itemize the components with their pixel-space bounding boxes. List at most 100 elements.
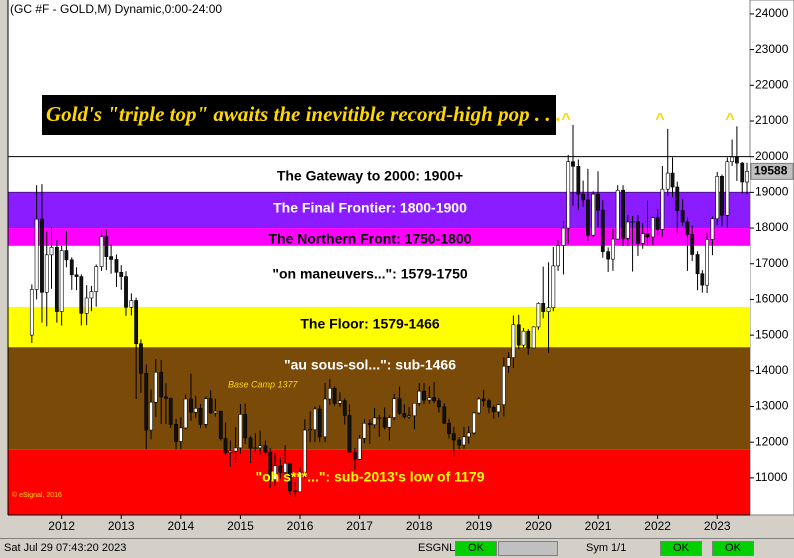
candle-body [164, 396, 168, 399]
candle-body [541, 303, 546, 312]
candle-body [516, 324, 521, 346]
candle-body [223, 438, 228, 453]
candle-body [302, 429, 307, 473]
candle-body [74, 274, 79, 277]
candle-body [487, 400, 491, 408]
candle-body [536, 303, 541, 328]
candle-body [645, 233, 650, 238]
candle-body [168, 397, 173, 425]
candle-body [94, 266, 99, 292]
candle-body [685, 221, 690, 235]
candle-body [323, 398, 327, 438]
candle-body [193, 407, 198, 413]
candle-body [511, 324, 516, 358]
candle-body [134, 300, 139, 344]
candle-body [730, 156, 735, 162]
candle-body [556, 245, 560, 267]
candle-body [715, 176, 720, 220]
candle-body [263, 445, 268, 453]
last-value-box [750, 162, 794, 180]
candle-body [183, 398, 188, 429]
candle-body [233, 447, 238, 452]
candle-body [625, 221, 630, 239]
x-tick-label: 2018 [406, 519, 433, 533]
x-tick-label: 2015 [227, 519, 254, 533]
candle-body [476, 398, 481, 414]
zone-label: The Gateway to 2000: 1900+ [277, 168, 463, 184]
candle-body [526, 330, 531, 349]
candle-body [551, 265, 556, 308]
status-bar: Sat Jul 29 07:43:20 2023 ESGNL: OK Sym 1… [0, 538, 794, 558]
candle-body [412, 402, 417, 417]
candle-body [89, 291, 94, 299]
candle-body [109, 256, 114, 260]
y-tick-label: 19000 [755, 185, 789, 199]
y-tick-label: 21000 [755, 113, 789, 127]
x-tick-label: 2013 [108, 519, 135, 533]
candle-body [397, 398, 402, 414]
candle-body [392, 398, 397, 418]
status-ok: OK [455, 541, 497, 556]
y-tick-label: 11000 [755, 470, 788, 484]
candle-body [621, 189, 625, 239]
candle-body [99, 236, 104, 267]
candle-body [228, 450, 233, 453]
candle-body [258, 445, 263, 449]
candle-body [630, 221, 635, 223]
candle-body [347, 415, 352, 453]
candle-body [422, 390, 426, 401]
candle-body [566, 161, 571, 229]
base-camp-note: Base Camp 1377 [228, 379, 299, 389]
candle-body [253, 447, 258, 450]
candle-body [650, 217, 655, 238]
candle-body [238, 414, 243, 449]
candle-body [447, 422, 451, 434]
zone-label: "au sous-sol...": sub-1466 [284, 357, 456, 373]
candle-body [243, 414, 248, 439]
candle-body [218, 410, 223, 439]
candle-body [313, 408, 317, 431]
x-tick-label: 2022 [644, 519, 671, 533]
candle-body [189, 398, 193, 413]
x-tick-label: 2014 [167, 519, 194, 533]
peak-marker: ^ [655, 111, 664, 128]
candle-body [705, 239, 709, 286]
candle-body [457, 439, 462, 446]
candle-body [40, 218, 44, 293]
zone-band [8, 449, 750, 515]
candle-body [466, 432, 471, 438]
candle-body [362, 422, 367, 439]
chart: The Gateway to 2000: 1900+ The Final Fron… [7, 0, 794, 534]
candle-body [710, 218, 715, 240]
candle-body [338, 400, 342, 404]
x-tick-label: 2017 [346, 519, 373, 533]
status-feed: ESGNL: [418, 542, 459, 554]
candle-body [79, 276, 84, 314]
candle-body [407, 415, 411, 418]
candle-body [367, 422, 372, 426]
candle-body [491, 406, 496, 413]
candle-body [268, 451, 273, 480]
candle-body [496, 404, 501, 413]
candle-body [34, 218, 39, 290]
candle-body [49, 247, 54, 256]
candle-body [174, 424, 178, 442]
candle-body [298, 471, 302, 493]
candle-body [442, 406, 447, 424]
candle-body [144, 373, 149, 431]
candle-body [317, 408, 322, 438]
candle-body [64, 250, 69, 261]
x-tick-label: 2020 [525, 519, 552, 533]
candle-body [149, 401, 153, 431]
candle-body [327, 388, 332, 400]
candle-body [472, 412, 476, 434]
candle-body [596, 193, 600, 211]
candle-body [581, 193, 586, 201]
candle-body [611, 238, 615, 260]
candle-body [54, 247, 59, 312]
copyright: © eSignal, 2016 [12, 491, 62, 499]
candle-body [119, 272, 124, 277]
candle-body [377, 417, 382, 419]
candle-body [417, 390, 422, 404]
